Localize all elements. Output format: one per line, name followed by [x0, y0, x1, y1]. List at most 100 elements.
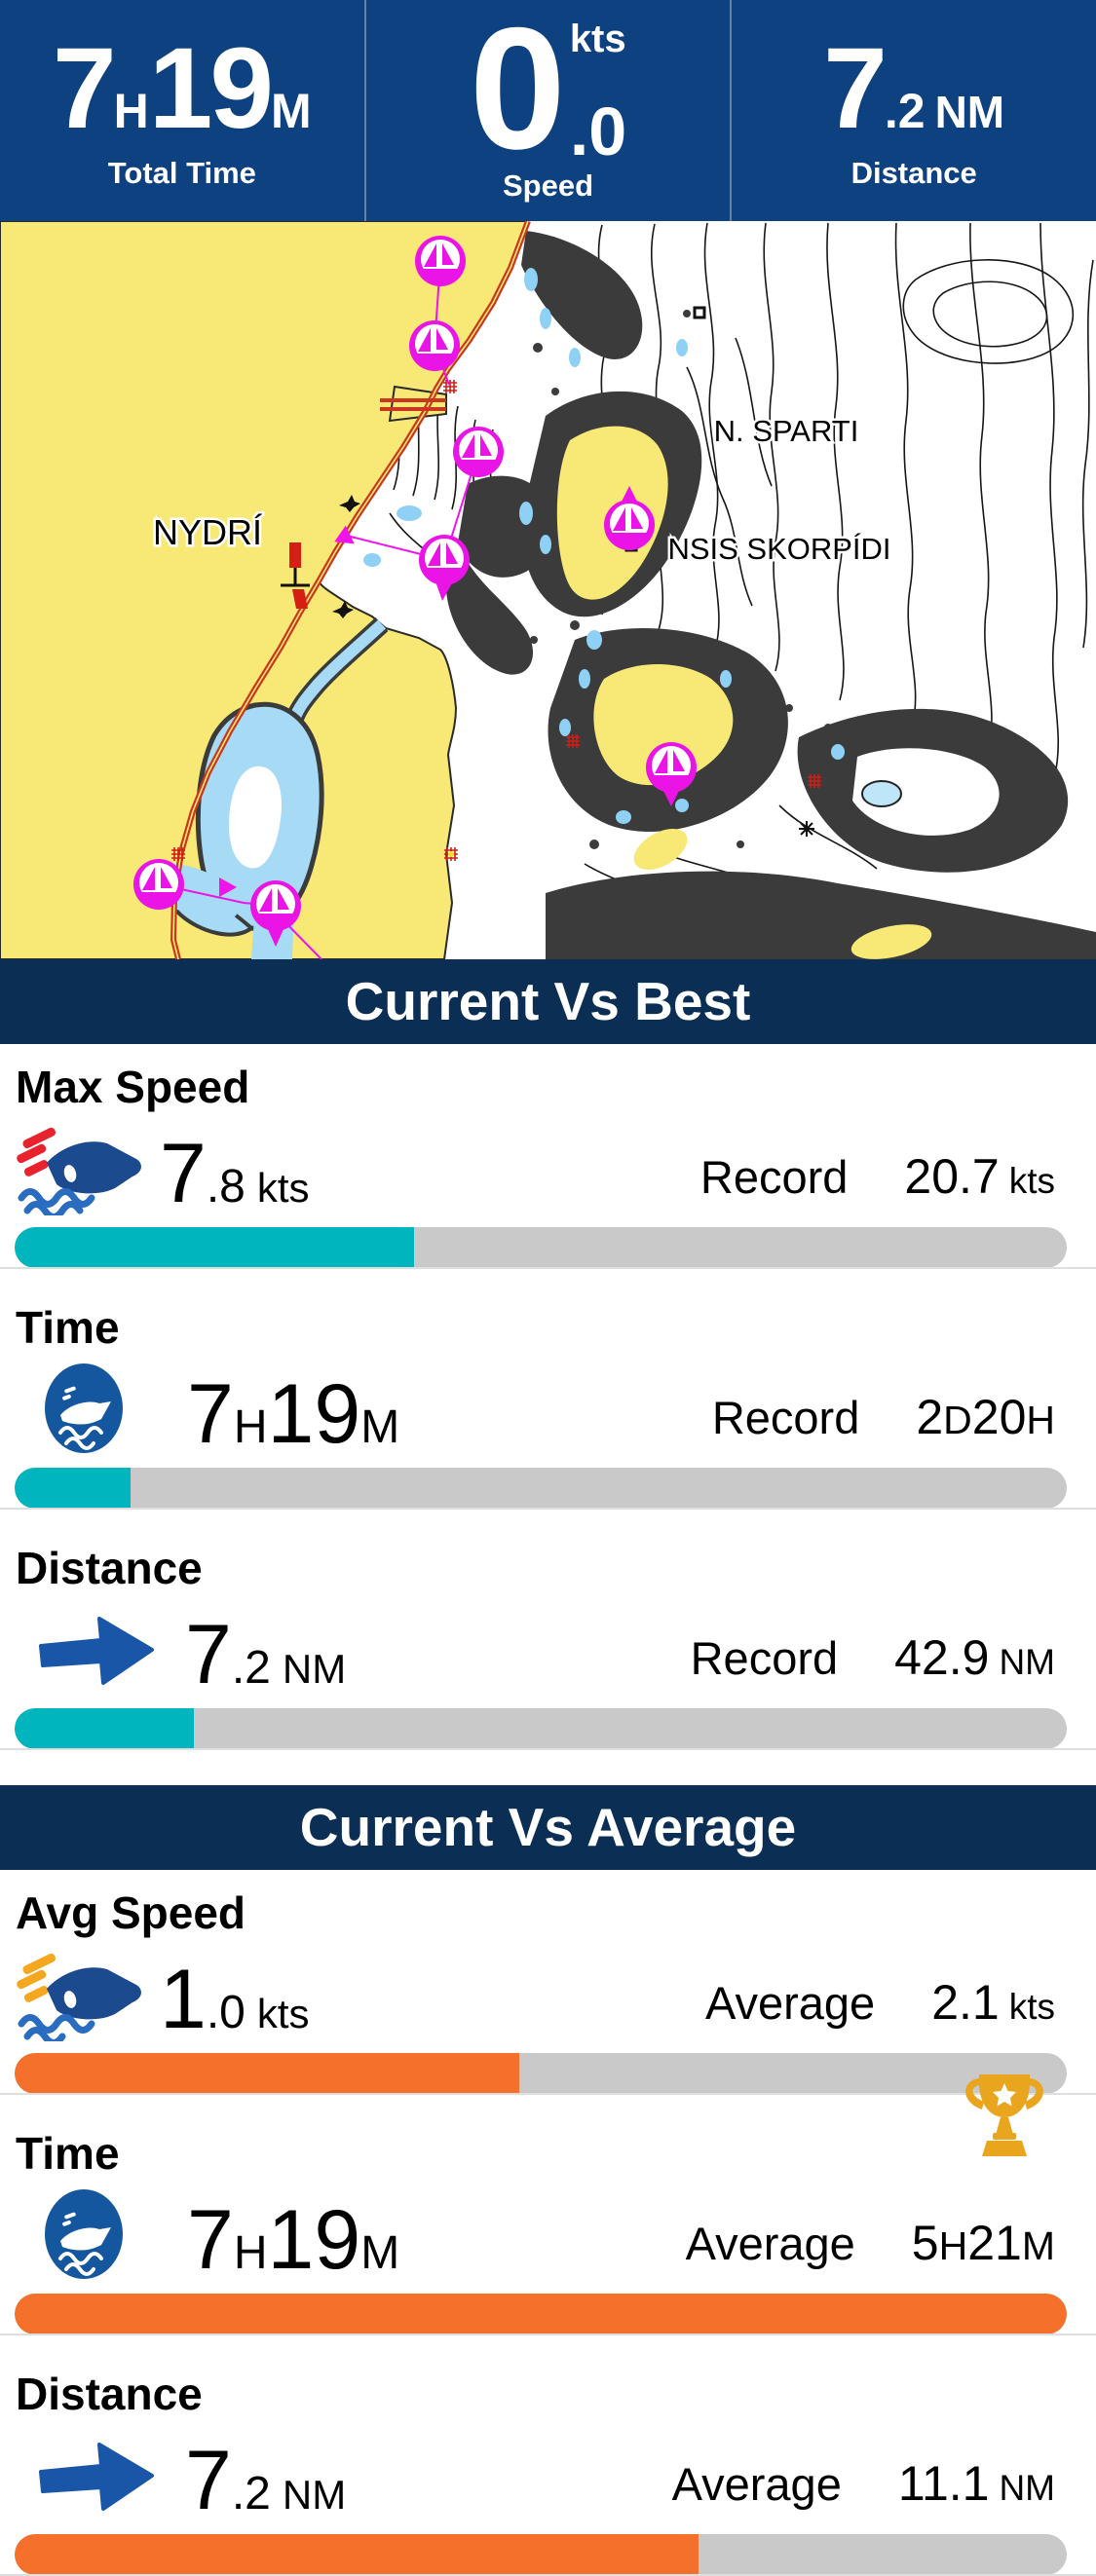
average-compare: Average 11.1 NM — [671, 2456, 1055, 2511]
row-label: Time — [16, 1302, 120, 1353]
stat-row-time-avg: Time — [0, 2074, 1096, 2335]
current-value: 7.2 NM — [185, 1607, 347, 1701]
shallow-water-patches — [363, 268, 845, 824]
sail-markers — [133, 236, 697, 947]
row-label: Time — [16, 2128, 120, 2179]
divider — [0, 1267, 1096, 1269]
record-value: 20.7 kts — [904, 1149, 1055, 1204]
coast-road — [170, 221, 531, 959]
progress-bar — [15, 1468, 1067, 1509]
place-label-nydri: NYDRÍ — [153, 512, 262, 552]
boat-circle-icon — [14, 1361, 187, 1456]
current-value: 1.0 kts — [160, 1952, 310, 2046]
trophy-icon — [956, 2071, 1053, 2172]
divider — [0, 1508, 1096, 1510]
record-compare: Record 20.7 kts — [699, 1149, 1055, 1204]
sail-marker-pin[interactable] — [646, 742, 697, 806]
shoal-hole — [852, 748, 1000, 836]
rock-asterisk-icon — [799, 821, 814, 837]
boat-circle-icon — [14, 2186, 187, 2282]
current-value: 7H19M — [187, 2192, 400, 2287]
sail-marker-pin[interactable] — [419, 535, 470, 601]
speed-value: 0 kts .0 — [469, 0, 627, 185]
stat-row-avg-speed: Avg Speed — [0, 1887, 1096, 2095]
average-value: 2.1 kts — [931, 1975, 1055, 2030]
sail-marker[interactable] — [133, 859, 184, 910]
section-title: Current Vs Best — [0, 959, 1096, 1044]
hazard-cross-icon — [171, 380, 821, 861]
average-compare: Average 2.1 kts — [704, 1975, 1055, 2030]
sail-marker-pin[interactable] — [250, 880, 301, 947]
record-compare: Record 42.9 NM — [690, 1630, 1055, 1685]
average-compare: Average — [686, 2074, 1055, 2282]
arrow-right-icon — [14, 1607, 185, 1697]
record-value: 2D20H — [916, 1390, 1055, 1444]
stat-row-time: Time — [0, 1302, 1096, 1510]
total-time-label: Total Time — [107, 155, 256, 190]
total-time-value: 7 H 19 M — [53, 23, 312, 153]
wreck-icon — [332, 495, 360, 618]
stat-row-distance: Distance 7.2 NM Record 42.9 NM — [0, 1543, 1096, 1750]
speed-label: Speed — [502, 168, 594, 204]
stat-row-max-speed: Max Speed — [0, 1062, 1096, 1269]
beacon-icon — [281, 542, 310, 609]
progress-bar — [15, 2534, 1067, 2575]
record-compare: Record 2D20H — [711, 1390, 1055, 1444]
landmark-square-icon — [693, 306, 706, 319]
progress-bar — [15, 1708, 1067, 1749]
row-label: Max Speed — [16, 1062, 250, 1112]
place-labels: NYDRÍ N. SPARTI NSIS SKORPÍDI — [150, 412, 893, 569]
speedboat-icon — [14, 1120, 160, 1215]
current-value: 7.8 kts — [160, 1126, 310, 1220]
chart-symbols — [171, 306, 821, 861]
speed-decimal: .0 — [569, 93, 627, 170]
progress-fill — [15, 2053, 520, 2094]
nautical-chart-map[interactable]: NYDRÍ N. SPARTI NSIS SKORPÍDI — [0, 221, 1096, 959]
average-value: 5H21M — [912, 2074, 1055, 2267]
speedboat-icon — [14, 1946, 160, 2041]
progress-fill — [15, 2294, 1067, 2334]
sail-marker[interactable] — [415, 236, 466, 286]
route-direction-arrow-icon — [219, 525, 355, 897]
trip-summary-header: 7 H 19 M Total Time 0 kts .0 Speed 7.2 NM Di… — [0, 0, 1096, 221]
speed-unit: kts — [569, 17, 626, 60]
progress-fill — [15, 1708, 194, 1749]
header-stat-speed: 0 kts .0 Speed — [363, 0, 731, 221]
progress-bar — [15, 2294, 1067, 2334]
divider — [0, 1748, 1096, 1750]
progress-bar — [15, 1227, 1067, 1268]
header-stat-total-time: 7 H 19 M Total Time — [0, 0, 364, 221]
buoy-dot-icon — [448, 851, 454, 857]
progress-fill — [15, 1468, 131, 1509]
speed-dashes — [17, 1953, 57, 2002]
current-value: 7H19M — [187, 1366, 400, 1461]
progress-fill — [15, 2534, 699, 2575]
speed-dashes — [17, 1127, 57, 1176]
stat-row-distance-avg: Distance 7.2 NM Average 11.1 NM — [0, 2369, 1096, 2576]
divider — [0, 2093, 1096, 2095]
place-label-sparti: N. SPARTI — [714, 414, 859, 448]
sail-marker[interactable] — [409, 320, 460, 371]
divider — [0, 2333, 1096, 2335]
bay — [138, 616, 389, 959]
distance-value: 7.2 NM — [823, 23, 1005, 153]
average-value: 11.1 NM — [897, 2456, 1055, 2511]
row-label: Distance — [16, 1543, 203, 1593]
record-value: 42.9 NM — [894, 1630, 1055, 1685]
sail-marker-pin[interactable] — [604, 486, 655, 550]
lagoon — [861, 780, 902, 807]
island-land — [556, 426, 932, 959]
sail-marker[interactable] — [453, 427, 504, 477]
section-current-vs-best: Current Vs Best Max Speed — [0, 959, 1096, 1750]
header-stat-distance: 7.2 NM Distance — [730, 0, 1096, 221]
row-label: Avg Speed — [16, 1887, 246, 1938]
place-label-skorpidi: NSIS SKORPÍDI — [667, 532, 890, 566]
row-label: Distance — [16, 2369, 203, 2419]
arrow-right-icon — [14, 2433, 185, 2522]
distance-label: Distance — [850, 155, 977, 190]
section-current-vs-average: Current Vs Average Avg Speed — [0, 1785, 1096, 2576]
progress-fill — [15, 1227, 415, 1268]
progress-bar — [15, 2053, 1067, 2094]
chart-canvas: NYDRÍ N. SPARTI NSIS SKORPÍDI — [0, 221, 1096, 959]
